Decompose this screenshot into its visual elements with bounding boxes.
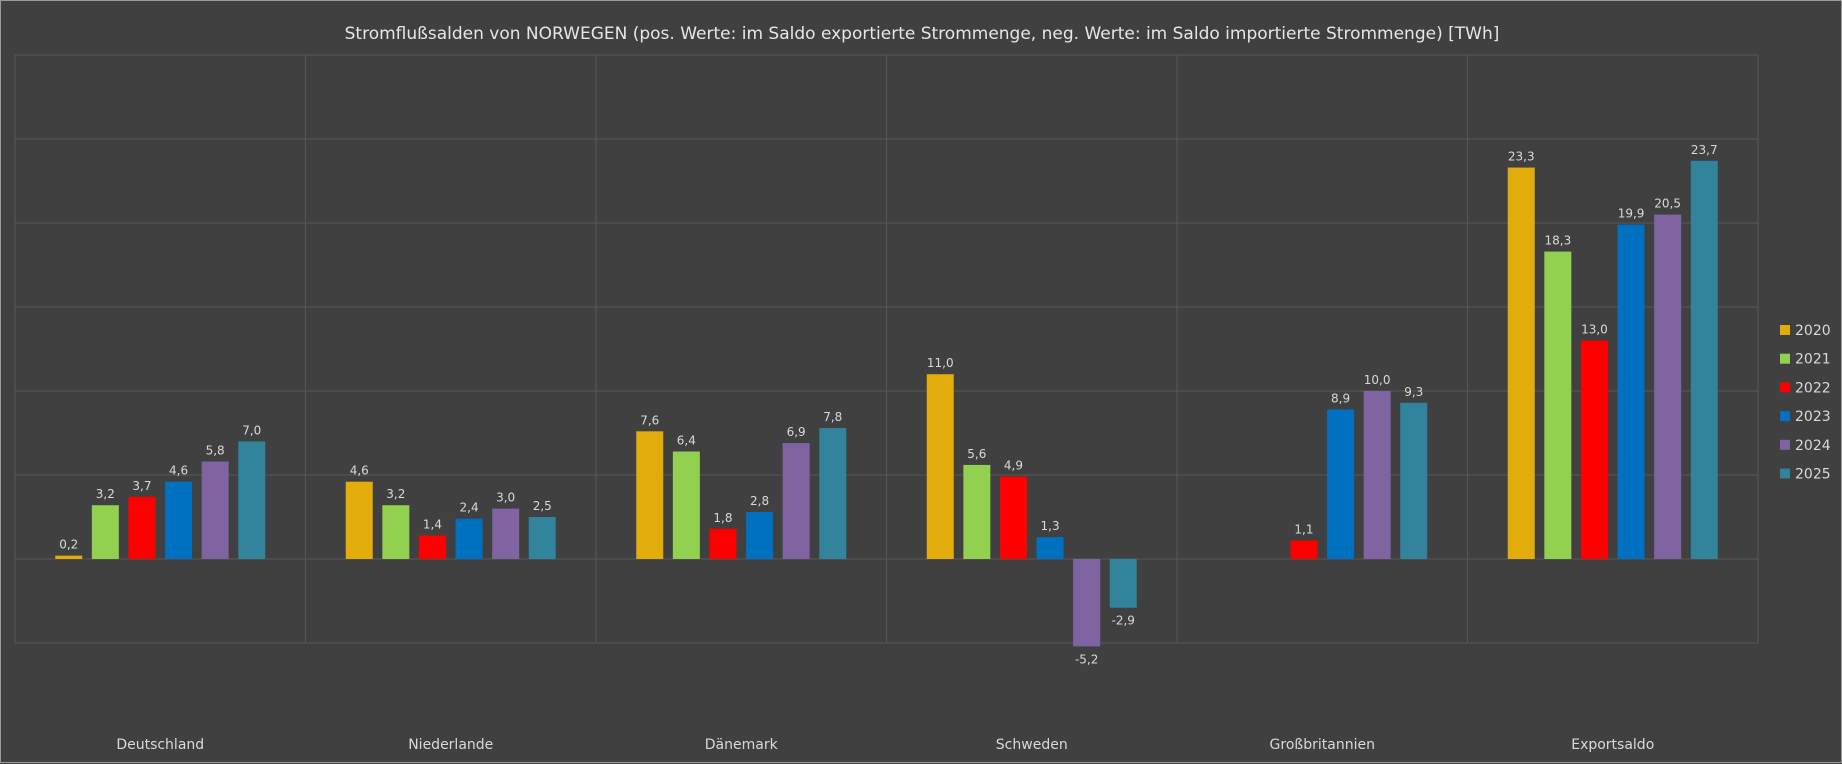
category-label: Dänemark [705,737,779,753]
data-label: 9,3 [1404,385,1423,399]
data-label: 13,0 [1581,323,1608,337]
bar-2020 [636,431,664,559]
data-label: 2,5 [533,499,552,513]
data-label: 20,5 [1654,197,1681,211]
data-label: 4,6 [350,464,369,478]
bar-2025 [819,427,847,559]
gridlines [14,54,1759,644]
data-label: 6,9 [787,425,806,439]
data-label: 3,2 [96,487,115,501]
legend-label: 2022 [1795,380,1831,396]
legend-label: 2025 [1795,467,1831,483]
bar-2025 [1690,160,1718,559]
bar-2024 [1363,391,1391,559]
bar-2021 [672,451,700,559]
chart-title: Stromflußsalden von NORWEGEN (pos. Werte… [345,24,1500,44]
bar-2021 [963,464,991,559]
category-label: Niederlande [408,737,493,753]
bar-2022 [128,496,156,559]
category-label: Großbritannien [1270,737,1375,753]
bar-2022 [709,528,737,559]
bar-2022 [418,535,446,559]
data-label: -5,2 [1075,652,1098,666]
bar-2020 [926,374,954,559]
legend-swatch-2022 [1780,382,1790,393]
bar-2022 [999,476,1027,559]
bar-2023 [746,511,774,559]
bar-2024 [1073,559,1101,647]
bar-2024 [492,508,520,559]
bar-2025 [1109,559,1137,608]
legend-label: 2021 [1795,352,1831,368]
bar-2024 [782,443,810,559]
legend-label: 2023 [1795,409,1831,425]
data-label: 10,0 [1364,373,1391,387]
data-label: 2,4 [460,501,479,515]
data-label: 11,0 [927,356,954,370]
category-labels: Deutschland Niederlande Dänemark Schweden Gr… [116,737,1654,753]
bar-2021 [382,505,410,559]
data-label: 23,3 [1508,150,1535,164]
bar-2023 [455,518,483,559]
bar-2023 [165,481,193,559]
data-label: 6,4 [677,433,696,447]
bar-2020 [345,481,373,559]
category-label: Schweden [996,737,1068,753]
bar-2023 [1617,224,1645,559]
legend-swatch-2020 [1780,325,1790,335]
data-label: 3,0 [496,491,515,505]
category-label: Exportsaldo [1571,737,1654,753]
legend-swatch-2023 [1780,411,1790,422]
bar-2022 [1580,340,1608,559]
bar-2023 [1036,537,1064,559]
data-label: 7,0 [242,423,261,437]
data-label: 0,2 [59,538,78,552]
legend-swatch-2025 [1780,468,1790,479]
data-label: 7,8 [823,410,842,424]
category-label: Deutschland [116,737,204,753]
data-label: 1,4 [423,517,442,531]
data-label: 19,9 [1618,207,1645,221]
bar-2020 [55,555,83,559]
data-label: 4,6 [169,464,188,478]
data-label: 5,6 [967,447,986,461]
legend-swatch-2021 [1780,353,1790,364]
bar-2024 [201,461,229,559]
bar-2025 [1400,402,1428,559]
bar-2025 [238,441,266,559]
legend-swatch-2024 [1780,439,1790,450]
data-label: 1,1 [1294,523,1313,537]
data-label: 23,7 [1691,143,1718,157]
data-label: 5,8 [206,444,225,458]
data-label: 18,3 [1544,234,1571,248]
legend: 2020 2021 2022 2023 2024 2025 [1780,323,1831,483]
bar-2020 [1507,167,1535,559]
data-label: 2,8 [750,494,769,508]
bar-2021 [91,505,119,559]
data-label: 3,2 [386,487,405,501]
bar-2023 [1327,409,1355,559]
data-label: 7,6 [640,413,659,427]
legend-label: 2024 [1795,438,1831,454]
bar-2025 [528,517,556,559]
data-label: 1,3 [1041,519,1060,533]
data-label: 3,7 [132,479,151,493]
bar-2021 [1544,251,1572,559]
data-label: 4,9 [1004,459,1023,473]
data-label: 1,8 [713,511,732,525]
legend-label: 2020 [1795,323,1831,339]
data-label: 8,9 [1331,391,1350,405]
bar-2022 [1290,540,1318,559]
bar-2024 [1654,214,1682,559]
data-label: -2,9 [1112,614,1135,628]
bars: 0,2 3,2 3,7 4,6 5,8 7,0 4,6 3,2 1,4 2,4 3,0 2,5 7,6 6… [55,143,1718,666]
